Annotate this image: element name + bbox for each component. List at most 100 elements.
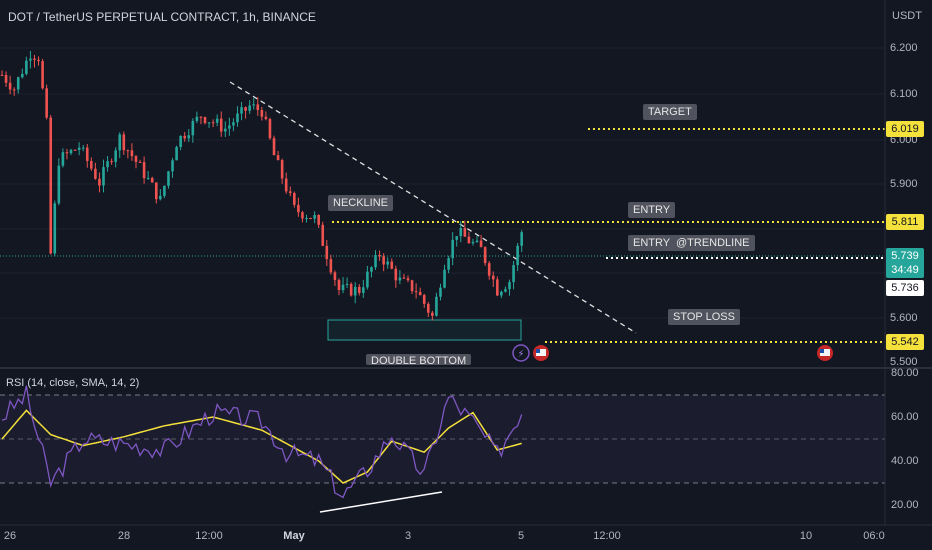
entry-label-1: ENTRY bbox=[628, 202, 676, 218]
target-price-tag: 6.019 bbox=[886, 121, 924, 137]
candle-body bbox=[382, 256, 385, 265]
candle-body bbox=[297, 204, 300, 213]
last-price-tag: 5.739 bbox=[886, 248, 924, 264]
x-tick: 5 bbox=[517, 530, 525, 542]
candle-body bbox=[276, 155, 280, 161]
candle-body bbox=[500, 291, 503, 296]
trendline-label: @TRENDLINE bbox=[671, 235, 755, 251]
candle-body bbox=[272, 138, 276, 156]
candle-body bbox=[219, 118, 223, 132]
rsi-ma-line bbox=[1, 409, 522, 484]
candle-body bbox=[12, 89, 16, 91]
lightning-icon[interactable] bbox=[512, 344, 530, 362]
candle-body bbox=[41, 61, 44, 89]
candle-body bbox=[154, 182, 158, 200]
candle-body bbox=[422, 295, 426, 304]
candle-body bbox=[402, 277, 406, 279]
candle-body bbox=[146, 178, 150, 180]
candle-body bbox=[508, 282, 511, 290]
candle-body bbox=[394, 268, 398, 281]
candle-body bbox=[191, 120, 195, 136]
candle-body bbox=[138, 161, 142, 163]
candle-body bbox=[414, 291, 418, 293]
candle-body bbox=[45, 88, 48, 118]
candle-body bbox=[61, 152, 65, 166]
countdown-tag: 34:49 bbox=[886, 262, 924, 278]
candle-body bbox=[496, 279, 499, 296]
candle-body bbox=[187, 135, 191, 139]
candle-body bbox=[179, 135, 182, 147]
candle-body bbox=[341, 284, 345, 291]
rsi-y-tick: 20.00 bbox=[891, 499, 919, 511]
candle-body bbox=[49, 117, 53, 254]
candle-body bbox=[463, 228, 467, 237]
candle-body bbox=[284, 178, 288, 192]
candle-body bbox=[475, 240, 479, 242]
target-label: TARGET bbox=[643, 104, 697, 120]
candle-body bbox=[467, 236, 471, 244]
candle-body bbox=[228, 125, 231, 129]
candle-body bbox=[374, 255, 377, 268]
candle-body bbox=[211, 122, 215, 124]
candle-body bbox=[130, 150, 134, 157]
candle-body bbox=[435, 296, 438, 316]
candle-body bbox=[240, 107, 243, 114]
candle-body bbox=[487, 263, 491, 276]
rsi-y-tick: 40.00 bbox=[891, 455, 919, 467]
candle-body bbox=[431, 312, 434, 316]
candle-body bbox=[118, 134, 122, 151]
currency-label: USDT bbox=[892, 10, 922, 22]
rsi-title: RSI (14, close, SMA, 14, 2) bbox=[6, 377, 140, 389]
candle-body bbox=[309, 218, 312, 220]
candle-body bbox=[57, 165, 61, 204]
candle-body bbox=[451, 239, 454, 259]
candle-body bbox=[520, 232, 523, 246]
x-tick: 10 bbox=[799, 530, 813, 542]
y-tick: 5.600 bbox=[890, 312, 918, 324]
candle-body bbox=[305, 218, 308, 220]
candle-body bbox=[4, 75, 8, 83]
candle-body bbox=[244, 107, 247, 111]
candle-body bbox=[167, 171, 170, 186]
candle-body bbox=[94, 168, 97, 179]
svg-text:⚡: ⚡ bbox=[517, 349, 524, 360]
candle-body bbox=[98, 178, 101, 186]
candle-body bbox=[248, 105, 251, 111]
candle-body bbox=[398, 277, 402, 281]
candle-body bbox=[443, 269, 446, 288]
candle-body bbox=[366, 271, 369, 288]
candle-body bbox=[370, 267, 373, 272]
x-tick: 06:0 bbox=[863, 530, 885, 542]
candle-body bbox=[21, 73, 24, 78]
candle-body bbox=[16, 77, 20, 90]
candle-body bbox=[337, 280, 341, 291]
candle-body bbox=[349, 283, 353, 296]
candlestick-series bbox=[0, 50, 523, 321]
y-tick: 6.000 bbox=[890, 134, 918, 146]
stop-loss-label: STOP LOSS bbox=[668, 309, 740, 325]
candle-body bbox=[447, 258, 450, 270]
candle-body bbox=[37, 59, 40, 62]
candle-body bbox=[479, 240, 483, 248]
candle-body bbox=[345, 283, 349, 285]
candle-body bbox=[293, 193, 296, 205]
candle-body bbox=[159, 195, 162, 200]
other-price-tag: 5.736 bbox=[886, 280, 924, 296]
candle-body bbox=[25, 60, 28, 74]
candle-body bbox=[260, 109, 264, 117]
candle-body bbox=[199, 116, 203, 118]
candle-body bbox=[301, 212, 304, 219]
candle-body bbox=[427, 303, 430, 313]
double-bottom-zone bbox=[327, 319, 522, 341]
candle-body bbox=[110, 161, 113, 163]
y-tick: 5.900 bbox=[890, 178, 918, 190]
candle-body bbox=[321, 224, 325, 246]
candle-body bbox=[362, 287, 365, 293]
candle-body bbox=[516, 245, 519, 266]
candle-body bbox=[329, 259, 333, 273]
candle-body bbox=[77, 147, 81, 150]
candle-body bbox=[280, 160, 284, 179]
candle-body bbox=[390, 261, 394, 269]
candle-body bbox=[224, 128, 227, 132]
